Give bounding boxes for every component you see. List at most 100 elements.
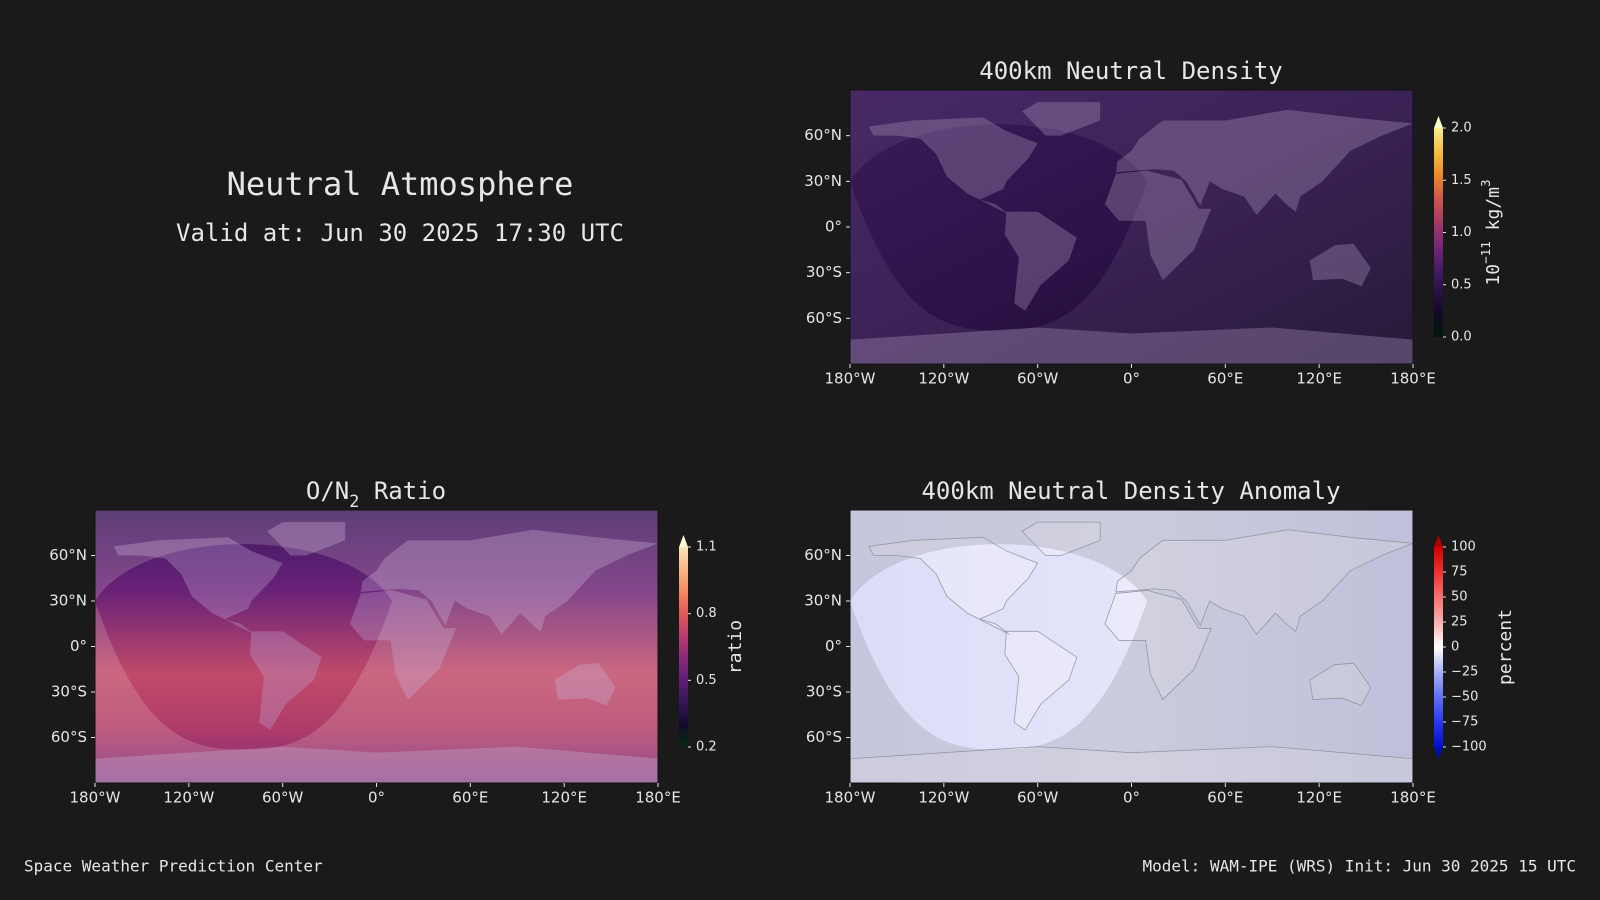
colorbar-tick-label: 0	[1451, 640, 1459, 655]
panel-title: 400km Neutral Density	[979, 57, 1282, 85]
colorbar-extend-max	[1434, 116, 1443, 128]
colorbar-extend-min	[1434, 747, 1443, 759]
terminator-shade	[850, 510, 1413, 783]
text-part: 2	[349, 491, 359, 511]
y-tick-label: 60°S	[806, 309, 842, 327]
map-panel: 400km Neutral Density Anomaly 180°W 120°W 6…	[804, 477, 1516, 807]
landmass	[1309, 243, 1371, 287]
landmass	[349, 590, 457, 700]
colorbar-extend-max	[1434, 535, 1443, 547]
text-part: percent	[1495, 609, 1516, 685]
text-part: 10	[1483, 264, 1504, 286]
colorbar-tick-label: 0.5	[696, 673, 717, 688]
colorbar-tick-label: 50	[1451, 590, 1468, 605]
text-part: −11	[1478, 241, 1493, 264]
colorbar-tick-label: 2.0	[1451, 121, 1472, 136]
terminator-shade	[850, 90, 1413, 364]
y-tick-label: 30°S	[51, 683, 87, 701]
landmass	[868, 536, 1039, 635]
x-tick-label: 60°W	[1017, 789, 1059, 807]
x-tick-label: 0°	[1123, 789, 1140, 807]
x-tick-label: 120°W	[163, 789, 214, 807]
landmass	[1115, 109, 1413, 215]
x-tick-label: 120°E	[1296, 370, 1342, 388]
text-part: ratio	[725, 620, 746, 674]
map-field	[850, 510, 1413, 783]
colorbar-tick-label: 75	[1451, 565, 1468, 580]
landmass	[1022, 102, 1101, 136]
colorbar-tick-label: 25	[1451, 615, 1468, 630]
y-tick-label: 30°N	[804, 592, 842, 610]
colorbar-label: ratio	[725, 620, 746, 674]
x-tick-label: 60°E	[1207, 789, 1243, 807]
x-tick-label: 60°E	[452, 789, 488, 807]
x-tick-label: 60°W	[1017, 370, 1059, 388]
map-field	[95, 510, 658, 783]
colorbar-tick-label: −25	[1451, 665, 1478, 680]
text-part: kg/m	[1483, 187, 1504, 241]
y-tick-label: 0°	[825, 218, 842, 236]
colorbar-label: percent	[1495, 609, 1516, 685]
landmass	[249, 631, 322, 730]
y-tick-label: 60°S	[806, 728, 842, 746]
colorbar-tick-label: 1.5	[1451, 173, 1472, 188]
colorbar	[1434, 547, 1443, 747]
y-tick-label: 30°S	[806, 683, 842, 701]
colorbar-tick-label: 0.2	[696, 740, 717, 755]
colorbar	[679, 547, 688, 747]
landmass	[360, 529, 658, 635]
x-tick-label: 120°W	[918, 370, 969, 388]
landmass	[1021, 521, 1101, 556]
colorbar-tick-label: 1.0	[1451, 225, 1472, 240]
landmass	[95, 746, 658, 783]
landmass	[1004, 630, 1078, 731]
text-part: O/N	[306, 477, 349, 505]
colorbar-tick-label: 0.5	[1451, 277, 1472, 292]
x-tick-label: 120°W	[918, 789, 969, 807]
colorbar-tick-label: 100	[1451, 540, 1476, 555]
y-tick-label: 30°N	[804, 172, 842, 190]
y-tick-label: 30°N	[49, 592, 87, 610]
landmass	[850, 746, 1413, 783]
landmass	[267, 522, 346, 556]
footer-left: Space Weather Prediction Center	[24, 857, 323, 876]
landmass	[850, 327, 1413, 364]
y-tick-label: 30°S	[806, 263, 842, 281]
y-tick-label: 60°N	[804, 126, 842, 144]
valid-time: Valid at: Jun 30 2025 17:30 UTC	[176, 219, 624, 247]
x-tick-label: 0°	[1123, 370, 1140, 388]
x-tick-label: 180°E	[1390, 370, 1436, 388]
landmass	[1104, 170, 1212, 281]
landmass	[1004, 211, 1077, 311]
panel-title: 400km Neutral Density Anomaly	[921, 477, 1340, 505]
x-tick-label: 180°W	[70, 789, 121, 807]
map-panel: 400km Neutral Density 180°W 120°W 60°W 0° 60°…	[804, 57, 1504, 388]
colorbar-tick-label: −100	[1451, 740, 1487, 755]
x-tick-label: 180°W	[825, 789, 876, 807]
y-tick-label: 60°S	[51, 728, 87, 746]
map-field	[850, 90, 1413, 364]
colorbar-tick-label: 1.1	[696, 540, 717, 555]
colorbar-label: 10−11 kg/m3	[1478, 179, 1504, 285]
x-tick-label: 60°W	[262, 789, 304, 807]
x-tick-label: 60°E	[1207, 370, 1243, 388]
landmass	[554, 663, 616, 706]
colorbar-extend-max	[679, 535, 688, 547]
y-tick-label: 60°N	[49, 546, 87, 564]
x-tick-label: 0°	[368, 789, 385, 807]
text-part: 3	[1478, 179, 1493, 187]
x-tick-label: 180°W	[825, 370, 876, 388]
map-panel: O/N2 Ratio 180°W 120°W 60°W 0° 60°E 120°E 180°E…	[49, 477, 746, 807]
y-tick-label: 0°	[70, 637, 87, 655]
x-tick-label: 180°E	[1390, 789, 1436, 807]
y-tick-label: 60°N	[804, 546, 842, 564]
landmass	[1115, 529, 1413, 636]
y-tick-label: 0°	[825, 637, 842, 655]
landmass	[868, 117, 1038, 215]
terminator-shade	[95, 510, 658, 783]
map-area	[95, 510, 658, 783]
x-tick-label: 120°E	[541, 789, 587, 807]
landmass	[113, 537, 283, 635]
